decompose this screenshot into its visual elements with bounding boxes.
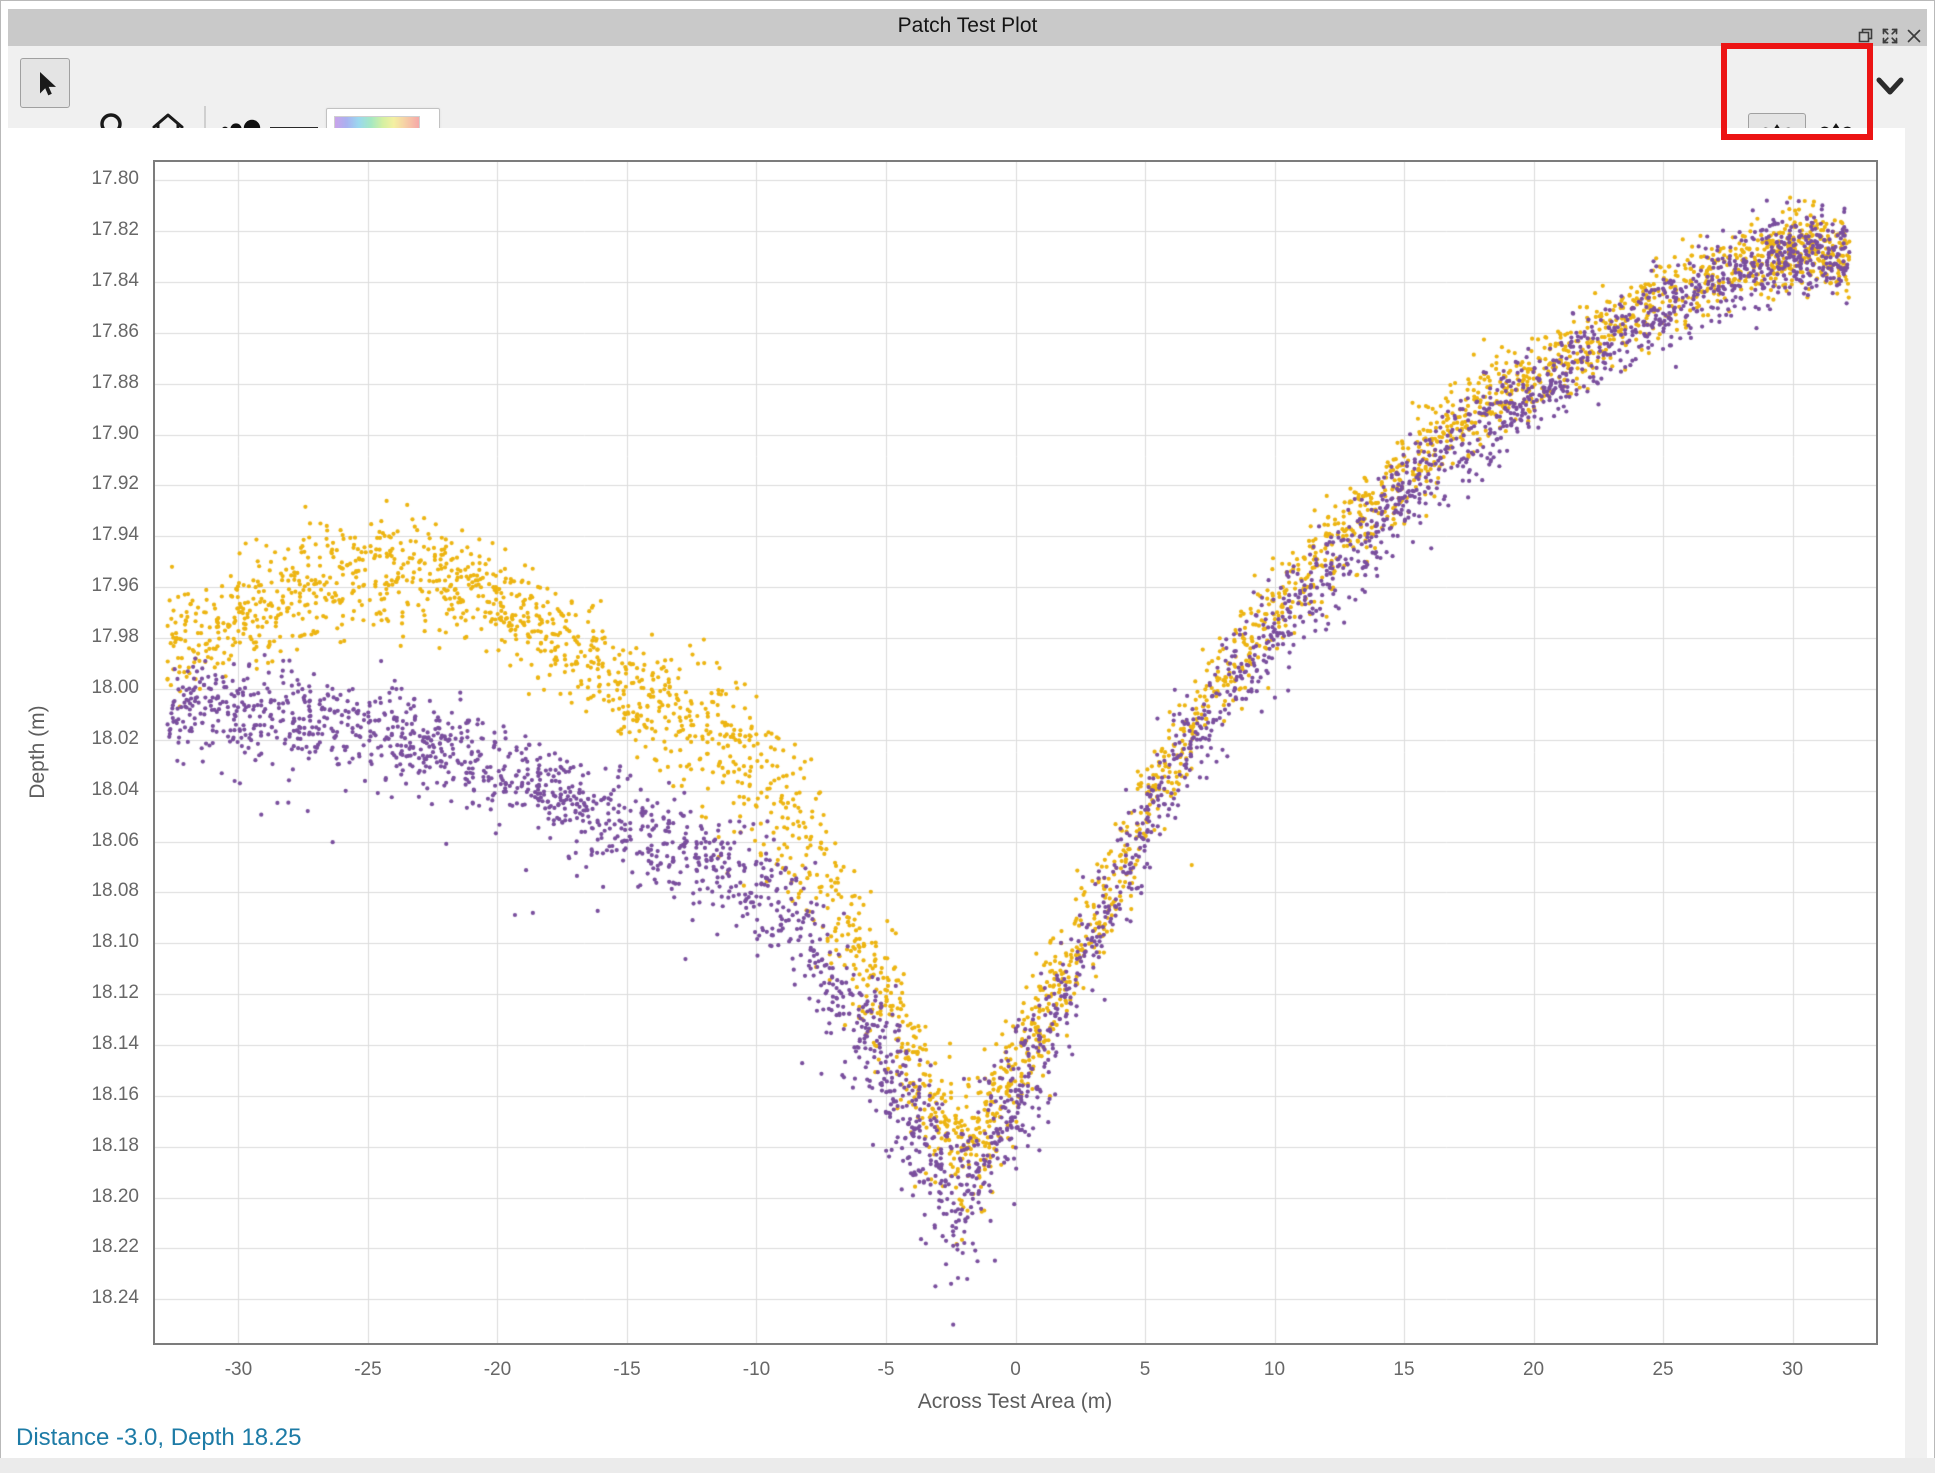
y-tick-label: 18.06 [91, 829, 139, 851]
y-tick-label: 18.20 [91, 1185, 139, 1207]
x-tick-label: -10 [742, 1359, 771, 1380]
y-tick-label: 17.80 [91, 168, 139, 190]
x-tick-label: 20 [1522, 1359, 1545, 1380]
y-axis-label: Depth (m) [26, 705, 49, 799]
x-tick-label: 30 [1781, 1359, 1804, 1380]
plot-border [153, 160, 1878, 1345]
y-tick-label: 17.90 [91, 422, 139, 444]
y-tick-label: 17.82 [91, 219, 139, 241]
y-tick-label: 18.18 [91, 1134, 139, 1156]
right-margin [1905, 128, 1927, 1458]
y-tick-label: 17.84 [91, 270, 139, 292]
status-readout: Distance -3.0, Depth 18.25 [16, 1424, 302, 1451]
x-tick-label: -25 [354, 1359, 382, 1380]
x-tick-label: 0 [1010, 1359, 1021, 1380]
y-tick-label: 18.14 [91, 1032, 139, 1054]
highlight-rectangle [1721, 43, 1873, 140]
y-tick-label: 17.96 [91, 575, 139, 597]
cursor-arrow-icon [40, 72, 56, 96]
y-tick-label: 18.12 [91, 982, 139, 1004]
x-tick-label: 5 [1139, 1359, 1151, 1380]
select-cursor-button[interactable] [20, 58, 70, 108]
plot-canvas[interactable] [153, 160, 1878, 1345]
y-tick-label: 18.08 [91, 880, 139, 902]
y-tick-label: 17.88 [91, 371, 139, 393]
y-tick-label: 17.92 [91, 473, 139, 495]
x-tick-label: -5 [877, 1359, 895, 1380]
y-tick-label: 18.22 [91, 1236, 139, 1258]
y-tick-label: 18.16 [91, 1083, 139, 1105]
x-tick-label: -20 [483, 1359, 512, 1380]
y-tick-label: 18.24 [91, 1287, 139, 1309]
toolbar [8, 46, 1927, 167]
x-tick-label: -15 [613, 1359, 641, 1380]
footer-strip [0, 1458, 1935, 1473]
y-tick-label: 18.02 [91, 727, 139, 749]
x-tick-label: -30 [224, 1359, 253, 1380]
toolbar-collapse-chevron-icon[interactable] [1874, 76, 1906, 98]
y-tick-label: 17.86 [91, 320, 139, 342]
x-tick-label: 25 [1652, 1359, 1674, 1380]
restore-window-icon[interactable] [1858, 28, 1874, 44]
close-window-icon[interactable] [1906, 28, 1922, 44]
x-axis-label: Across Test Area (m) [917, 1390, 1113, 1413]
maximize-window-icon[interactable] [1882, 28, 1898, 44]
x-tick-label: 15 [1393, 1359, 1415, 1380]
y-tick-label: 17.98 [91, 626, 139, 648]
y-tick-label: 17.94 [91, 524, 139, 546]
y-tick-label: 18.10 [91, 931, 139, 953]
y-tick-label: 18.04 [91, 778, 139, 800]
title-bar: Patch Test Plot [8, 9, 1927, 46]
window-title: Patch Test Plot [897, 14, 1038, 37]
y-tick-label: 18.00 [91, 676, 139, 698]
x-tick-label: 10 [1263, 1359, 1286, 1380]
